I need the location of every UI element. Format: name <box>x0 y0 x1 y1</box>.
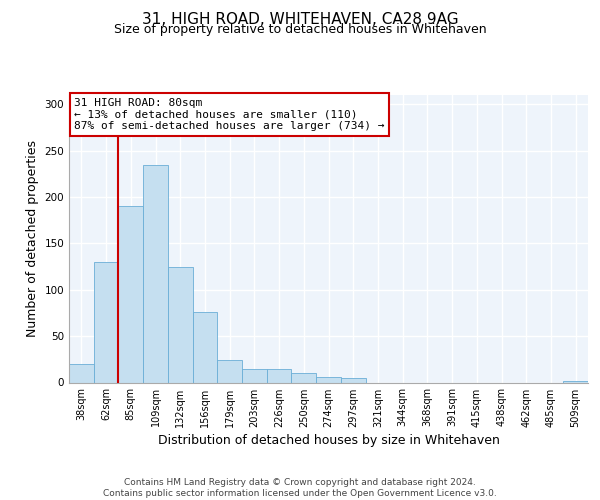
Bar <box>143 164 168 382</box>
Bar <box>242 368 267 382</box>
Bar <box>316 377 341 382</box>
Text: 31, HIGH ROAD, WHITEHAVEN, CA28 9AG: 31, HIGH ROAD, WHITEHAVEN, CA28 9AG <box>142 12 458 28</box>
Text: 31 HIGH ROAD: 80sqm
← 13% of detached houses are smaller (110)
87% of semi-detac: 31 HIGH ROAD: 80sqm ← 13% of detached ho… <box>74 98 385 131</box>
Bar <box>118 206 143 382</box>
Bar <box>292 373 316 382</box>
Bar <box>168 266 193 382</box>
Y-axis label: Number of detached properties: Number of detached properties <box>26 140 39 337</box>
Text: Size of property relative to detached houses in Whitehaven: Size of property relative to detached ho… <box>113 24 487 36</box>
Bar <box>193 312 217 382</box>
Bar <box>94 262 118 382</box>
Bar <box>341 378 365 382</box>
X-axis label: Distribution of detached houses by size in Whitehaven: Distribution of detached houses by size … <box>158 434 499 446</box>
Bar <box>267 368 292 382</box>
Bar <box>69 364 94 382</box>
Bar <box>217 360 242 382</box>
Text: Contains HM Land Registry data © Crown copyright and database right 2024.
Contai: Contains HM Land Registry data © Crown c… <box>103 478 497 498</box>
Bar <box>563 380 588 382</box>
